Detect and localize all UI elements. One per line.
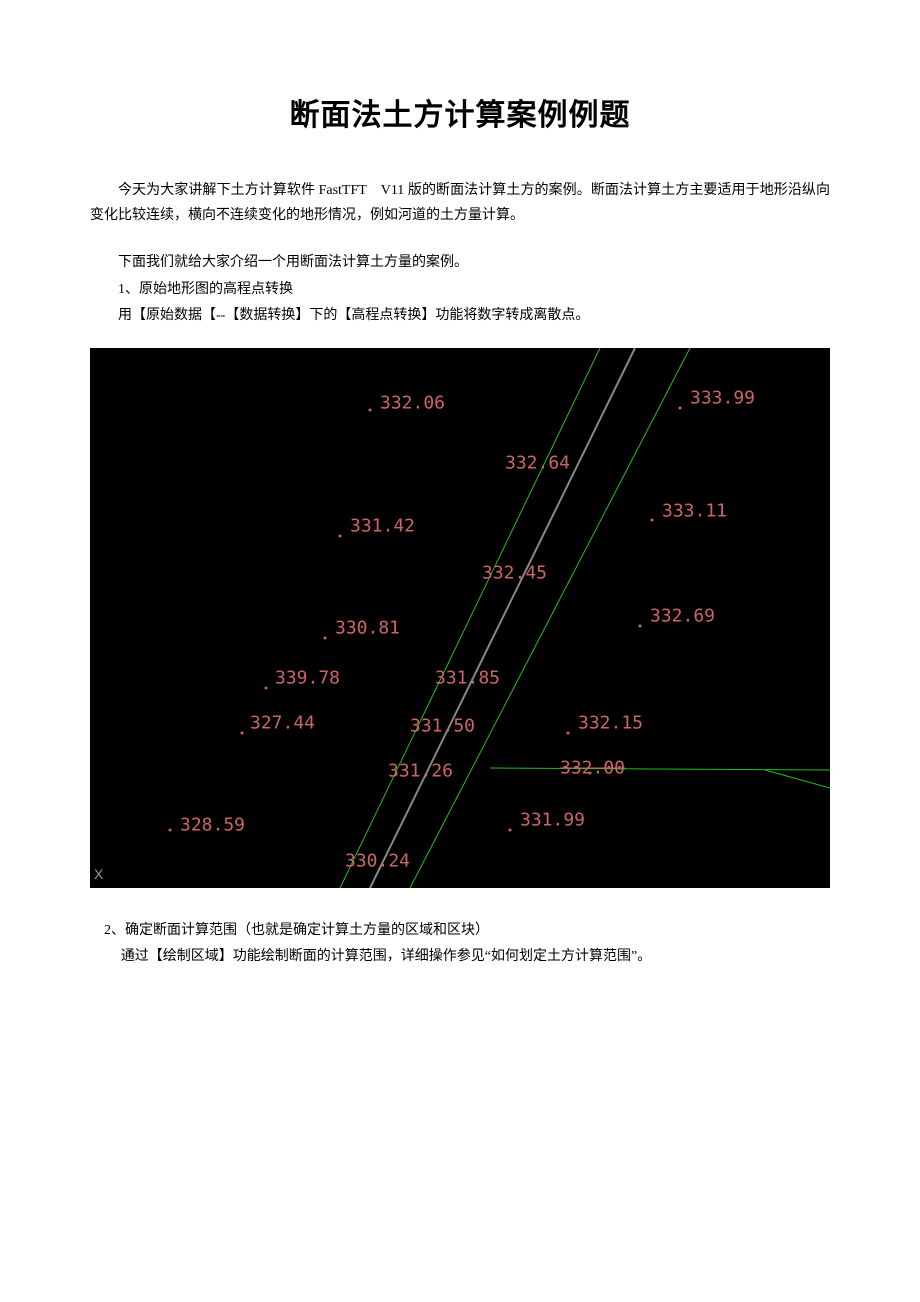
elevation-label: 333.11 — [662, 500, 727, 521]
elevation-label: 332.64 — [505, 452, 570, 473]
elevation-label: 331.42 — [350, 515, 415, 536]
elevation-label: 331.85 — [435, 667, 500, 688]
step2-line2: 通过【绘制区域】功能绘制断面的计算范围，详细操作参见“如何划定土方计算范围”。 — [90, 944, 830, 971]
elevation-point — [567, 731, 570, 734]
elevation-point — [369, 408, 372, 411]
elevation-label: 330.24 — [345, 850, 410, 871]
step1-line1: 下面我们就给大家介绍一个用断面法计算土方量的案例。 — [90, 250, 830, 277]
cad-lines — [90, 348, 830, 888]
cad-screenshot: X 332.06 333.99 332.64 333.11 331.42 332.45 33… — [90, 348, 830, 888]
elevation-label: 333.99 — [690, 387, 755, 408]
elevation-label: 332.00 — [560, 757, 625, 778]
elevation-label: 332.15 — [578, 712, 643, 733]
step1-line2: 1、原始地形图的高程点转换 — [90, 277, 830, 304]
elevation-label: 327.44 — [250, 712, 315, 733]
page-title: 断面法土方计算案例例题 — [90, 90, 830, 134]
axis-mark: X — [94, 866, 103, 882]
step2-line1: 2、确定断面计算范围（也就是确定计算土方量的区域和区块） — [90, 918, 830, 945]
elevation-point — [509, 828, 512, 831]
elevation-label: 332.69 — [650, 605, 715, 626]
elevation-label: 332.06 — [380, 392, 445, 413]
elevation-label: 330.81 — [335, 617, 400, 638]
elevation-label: 332.45 — [482, 562, 547, 583]
elevation-point — [324, 636, 327, 639]
elevation-point — [679, 406, 682, 409]
elevation-label: 331.50 — [410, 715, 475, 736]
elevation-label: 328.59 — [180, 814, 245, 835]
elevation-point — [639, 624, 642, 627]
elevation-label: 331.26 — [388, 760, 453, 781]
elevation-point — [339, 534, 342, 537]
elevation-point — [241, 731, 244, 734]
intro-paragraph: 今天为大家讲解下土方计算软件 FastTFT V11 版的断面法计算土方的案例。… — [90, 179, 830, 228]
elevation-label: 331.99 — [520, 809, 585, 830]
step-2-block: 2、确定断面计算范围（也就是确定计算土方量的区域和区块） 通过【绘制区域】功能绘… — [90, 918, 830, 971]
elevation-point — [169, 828, 172, 831]
elevation-label: 339.78 — [275, 667, 340, 688]
step-1-block: 下面我们就给大家介绍一个用断面法计算土方量的案例。 1、原始地形图的高程点转换 … — [90, 250, 830, 330]
elevation-point — [265, 686, 268, 689]
elevation-point — [651, 518, 654, 521]
step1-line3: 用【原始数据【--【数据转换】下的【高程点转换】功能将数字转成离散点。 — [90, 303, 830, 330]
